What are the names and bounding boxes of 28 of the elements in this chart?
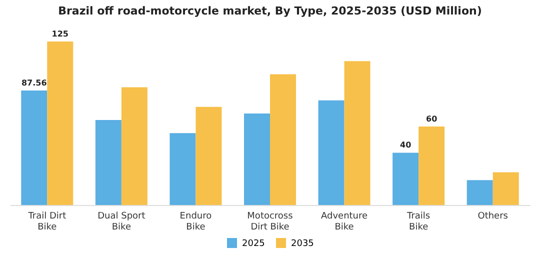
- bar: [47, 42, 74, 205]
- x-tick-label: Adventure Bike: [321, 212, 368, 232]
- x-tick-label: Trails Bike: [406, 212, 430, 232]
- bar: [270, 74, 296, 205]
- legend-label: 2035: [291, 239, 314, 249]
- data-label: 60: [426, 114, 438, 124]
- bar: [418, 126, 445, 205]
- data-label: 40: [400, 140, 412, 150]
- bar: [21, 90, 48, 205]
- chart-title: Brazil off road-motorcycle market, By Type, 2025-2035 (USD Million): [58, 4, 482, 18]
- data-label: 87.56: [21, 78, 48, 88]
- bar: [244, 113, 270, 205]
- bar: [121, 87, 148, 205]
- bar: [170, 133, 196, 205]
- bar: [196, 106, 222, 205]
- bar: [466, 180, 493, 205]
- bar: [344, 61, 370, 205]
- bar: [95, 120, 122, 205]
- legend-label: 2025: [242, 239, 265, 249]
- x-tick-label: Motocross Dirt Bike: [247, 212, 294, 232]
- bar: [492, 172, 519, 205]
- data-label: 125: [52, 30, 69, 39]
- x-tick-label: Others: [478, 212, 508, 222]
- bar: [318, 100, 344, 205]
- bar: [392, 152, 419, 205]
- x-tick-label: Trail Dirt Bike: [27, 212, 67, 232]
- x-tick-label: Enduro Bike: [180, 212, 212, 232]
- x-tick-label: Dual Sport Bike: [98, 212, 146, 232]
